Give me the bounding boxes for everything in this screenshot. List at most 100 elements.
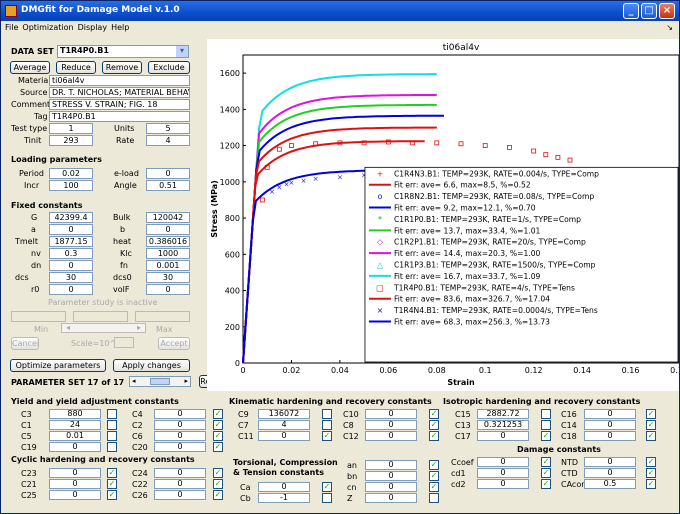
damage-field-cd2[interactable]: 0 [477,479,529,489]
maximize-icon[interactable]: □ [641,3,657,19]
close-icon[interactable]: × [659,3,675,19]
fixed-field-dcs[interactable]: 30 [49,272,93,283]
fixed-field-Bulk[interactable]: 120042 [146,212,190,223]
scroll-right-icon[interactable]: ▸ [136,323,141,332]
yield-checkbox-C1[interactable] [107,420,117,430]
isotropic-field-C18[interactable]: 0 [584,431,636,441]
kinematic-checkbox-C11[interactable]: ✓ [322,431,332,441]
cyclic-field-C23[interactable]: 0 [49,468,101,478]
exclude-button[interactable]: Exclude [148,61,190,74]
cyclic-field-C26[interactable]: 0 [154,490,206,500]
yield-field-C4[interactable]: 0 [154,409,206,419]
isotropic-field-C17[interactable]: 0 [477,431,529,441]
scroll-thumb[interactable] [150,378,170,385]
damage-field-cd1[interactable]: 0 [477,468,529,478]
fixed-field-heat[interactable]: 0.386016 [146,236,190,247]
torsional-field-Cb[interactable]: -1 [258,493,310,503]
isotropic-checkbox-C14[interactable]: ✓ [646,420,656,430]
menu-file[interactable]: File [5,23,19,32]
yield-checkbox-C19[interactable] [107,442,117,452]
kinematic-field-C7[interactable]: 4 [258,420,310,430]
kinematic-checkbox-C12[interactable]: ✓ [429,431,439,441]
damage-checkbox-CAcon[interactable]: ✓ [646,479,656,489]
accept-button[interactable]: Accept [158,337,190,350]
kinematic-checkbox-C9[interactable] [322,409,332,419]
cyclic-checkbox-C21[interactable]: ✓ [107,479,117,489]
yield-checkbox-C2[interactable]: ✓ [213,420,223,430]
damage-checkbox-NTD[interactable]: ✓ [646,457,656,467]
damage-field-CTD[interactable]: 0 [584,468,636,478]
angle-field[interactable]: 0.51 [146,180,190,191]
yield-field-C1[interactable]: 24 [49,420,101,430]
misc-checkbox-bn[interactable]: ✓ [429,471,439,481]
yield-checkbox-C20[interactable]: ✓ [213,442,223,452]
fixed-field-Tmelt[interactable]: 1877.15 [49,236,93,247]
testtype-field[interactable]: 1 [49,123,93,134]
isotropic-checkbox-C17[interactable]: ✓ [541,431,551,441]
misc-field-cn[interactable]: 0 [365,482,417,492]
remove-dataset-button[interactable]: Remove [102,61,142,74]
kinematic-field-C10[interactable]: 0 [365,409,417,419]
cyclic-checkbox-C23[interactable]: ✓ [107,468,117,478]
reduce-button[interactable]: Reduce [56,61,96,74]
misc-checkbox-an[interactable]: ✓ [429,460,439,470]
damage-checkbox-CTD[interactable]: ✓ [646,468,656,478]
yield-field-C5[interactable]: 0.01 [49,431,101,441]
parameter-set-scrollbar[interactable]: ◂ ▸ [129,376,191,387]
minimize-icon[interactable]: _ [623,3,639,19]
misc-field-Z[interactable]: 0 [365,493,417,503]
yield-field-C20[interactable]: 0 [154,442,206,452]
kinematic-field-C8[interactable]: 0 [365,420,417,430]
cyclic-checkbox-C22[interactable]: ✓ [213,479,223,489]
isotropic-checkbox-C16[interactable]: ✓ [646,409,656,419]
kinematic-checkbox-C7[interactable] [322,420,332,430]
damage-checkbox-cd2[interactable]: ✓ [541,479,551,489]
fixed-field-nv[interactable]: 0.3 [49,248,93,259]
kinematic-checkbox-C8[interactable]: ✓ [429,420,439,430]
misc-field-an[interactable]: 0 [365,460,417,470]
menu-help[interactable]: Help [111,23,130,32]
isotropic-field-C15[interactable]: 2882.72 [477,409,529,419]
yield-field-C3[interactable]: 880 [49,409,101,419]
fixed-field-G[interactable]: 42399.4 [49,212,93,223]
isotropic-field-C13[interactable]: 0.321253 [477,420,529,430]
optimize-parameters-button[interactable]: Optimize parameters [10,359,106,372]
cyclic-field-C21[interactable]: 0 [49,479,101,489]
average-button[interactable]: Average [10,61,50,74]
isotropic-field-C16[interactable]: 0 [584,409,636,419]
damage-field-CAcon[interactable]: 0.5 [584,479,636,489]
scroll-left-icon[interactable]: ◂ [66,323,71,332]
fixed-field-Klc[interactable]: 1000 [146,248,190,259]
torsional-checkbox-Cb[interactable] [322,493,332,503]
cyclic-field-C22[interactable]: 0 [154,479,206,489]
scroll-right-icon[interactable]: ▸ [184,377,188,385]
tag-field[interactable]: T1R4P0.B1 [49,111,190,122]
yield-field-C2[interactable]: 0 [154,420,206,430]
cyclic-checkbox-C26[interactable]: ✓ [213,490,223,500]
cyclic-checkbox-C25[interactable]: ✓ [107,490,117,500]
torsional-checkbox-Ca[interactable]: ✓ [322,482,332,492]
yield-checkbox-C3[interactable] [107,409,117,419]
cyclic-field-C24[interactable]: 0 [154,468,206,478]
fixed-field-dn[interactable]: 0 [49,260,93,271]
tinit-field[interactable]: 293 [49,135,93,146]
misc-checkbox-Z[interactable] [429,493,439,503]
fixed-field-fn[interactable]: 0.001 [146,260,190,271]
fixed-field-dcs0[interactable]: 30 [146,272,190,283]
material-field[interactable]: ti06al4v [49,75,190,86]
misc-checkbox-cn[interactable]: ✓ [429,482,439,492]
menu-display[interactable]: Display [77,23,108,32]
damage-checkbox-cd1[interactable]: ✓ [541,468,551,478]
damage-checkbox-Ccoef[interactable]: ✓ [541,457,551,467]
kinematic-field-C9[interactable]: 136072 [258,409,310,419]
isotropic-checkbox-C15[interactable] [541,409,551,419]
eload-field[interactable]: 0 [146,168,190,179]
yield-field-C19[interactable]: 0 [49,442,101,452]
kinematic-checkbox-C10[interactable]: ✓ [429,409,439,419]
kinematic-field-C12[interactable]: 0 [365,431,417,441]
comment-field[interactable]: STRESS V. STRAIN; FIG. 18 [49,99,190,110]
units-field[interactable]: 5 [146,123,190,134]
damage-field-Ccoef[interactable]: 0 [477,457,529,467]
yield-checkbox-C6[interactable]: ✓ [213,431,223,441]
damage-field-NTD[interactable]: 0 [584,457,636,467]
